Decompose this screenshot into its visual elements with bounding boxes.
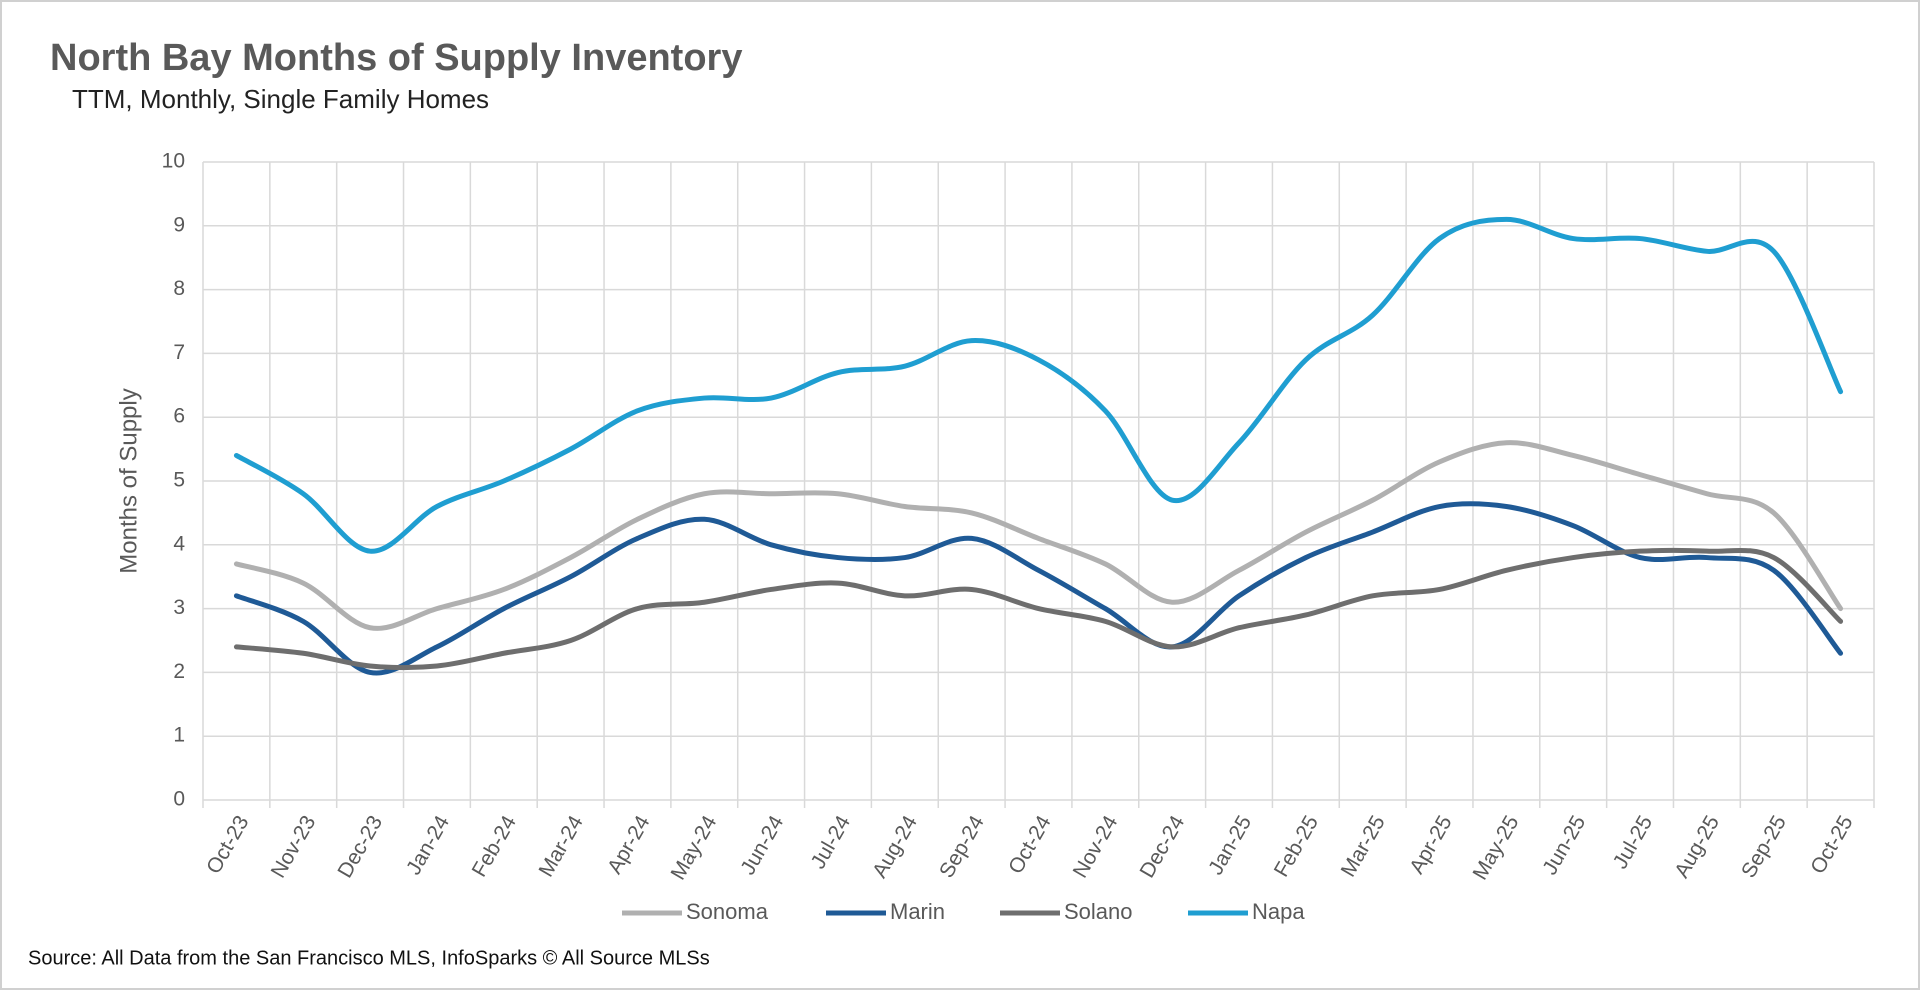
legend-label: Marin: [890, 899, 945, 924]
y-tick-label: 5: [173, 469, 185, 492]
chart-title: North Bay Months of Supply Inventory: [50, 37, 742, 79]
y-axis-title: Months of Supply: [115, 388, 142, 573]
series-line: [233, 440, 1844, 631]
legend-label: Solano: [1064, 899, 1133, 924]
y-tick-label: 10: [162, 150, 185, 173]
series-line: [233, 216, 1844, 554]
y-tick-label: 3: [173, 596, 185, 619]
y-tick-label: 8: [173, 277, 185, 300]
y-tick-label: 0: [173, 788, 185, 811]
y-tick-label: 7: [173, 341, 185, 364]
y-tick-label: 6: [173, 405, 185, 428]
legend-label: Napa: [1252, 899, 1305, 924]
y-tick-label: 4: [173, 532, 185, 555]
y-tick-label: 1: [173, 724, 185, 747]
source-note: Source: All Data from the San Francisco …: [28, 947, 710, 969]
series-line: [233, 547, 1844, 671]
legend-label: Sonoma: [686, 899, 769, 924]
y-tick-label: 2: [173, 660, 185, 683]
chart-subtitle: TTM, Monthly, Single Family Homes: [72, 84, 489, 114]
series-line: [233, 501, 1844, 676]
y-tick-label: 9: [173, 213, 185, 236]
